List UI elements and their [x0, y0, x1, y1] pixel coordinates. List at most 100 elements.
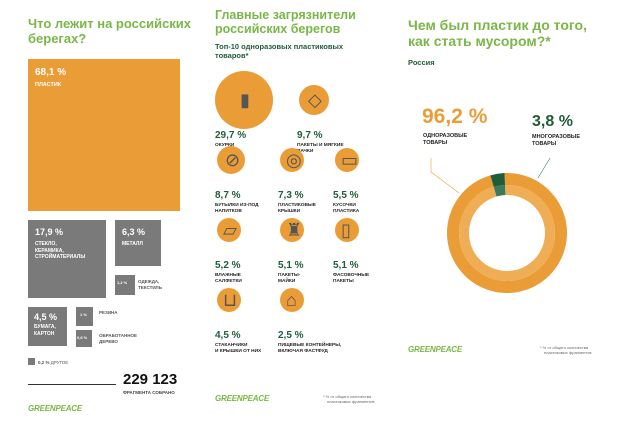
treemap-cell-other: [28, 358, 35, 365]
cell-value: 68,1 %: [35, 67, 67, 78]
item-label: ФАСОВОЧНЫЕ ПАКЕТЫ: [333, 273, 413, 286]
other-label: 0,2 % ДРУГОЕ: [38, 360, 68, 366]
textile-label: ОДЕЖДА, ТЕКСТИЛЬ: [138, 279, 162, 291]
item-circle: [280, 288, 304, 312]
label-line: ПЛАСТИКОВЫЕ: [278, 203, 316, 208]
item-circle: [280, 148, 304, 172]
donut-slice-reusable: [490, 173, 506, 187]
item-icon: ⌂: [286, 290, 297, 310]
title-line: как стать мусором?*: [408, 33, 551, 50]
footnote-line: пластиковых фрагментов: [327, 399, 375, 405]
cell-value: 6,3 %: [122, 227, 146, 237]
pollutant-item: 4,5 % СТАКАНЧИКИ И КРЫШКИ ОТ НИХ: [215, 330, 295, 356]
item-icon: ▮: [240, 90, 250, 110]
item-icon: ◇: [308, 90, 322, 110]
label-line: ВКЛЮЧАЯ ФАСТФУД: [278, 349, 328, 355]
item-circle: [335, 148, 359, 172]
greenpeace-logo: GREENPEACE: [408, 345, 463, 354]
label-line: КЕРАМИКА,: [35, 247, 64, 254]
label-line: ПИЩЕВЫЕ КОНТЕЙНЕРЫ,: [278, 343, 342, 348]
item-value: 5,2 %: [215, 260, 241, 271]
total-count: 229 123: [123, 371, 178, 388]
pollutant-item: 5,2 % ВЛАЖНЫЕ САЛФЕТКИ: [215, 260, 295, 286]
pollutant-item: 9,7 % ПАКЕТЫ И МЯГКИЕ ПАЧКИ: [297, 130, 377, 156]
item-icon: ⊘: [225, 150, 241, 170]
divider: [28, 384, 116, 385]
item-value: 29,7 %: [215, 130, 247, 141]
donut-chart: [430, 157, 567, 293]
item-icon: ▱: [223, 220, 237, 240]
middle-title: Главные загрязнители российских берегов: [215, 8, 356, 37]
item-value: 7,3 %: [278, 190, 304, 201]
cell-value: 1,2 %: [117, 280, 128, 285]
label-line: ОДЕЖДА,: [138, 279, 160, 284]
disposable-label: ОДНОРАЗОВЫЕ ТОВАРЫ: [423, 133, 467, 148]
item-value: 5,1 %: [278, 260, 304, 271]
label-line: СТЕКЛО,: [35, 240, 57, 247]
right-title: Чем был пластик до того, как стать мусор…: [408, 17, 587, 49]
item-circle: [217, 146, 245, 174]
label-line: СТАКАНЧИКИ: [215, 343, 248, 348]
pollutant-item: 5,1 % ФАСОВОЧНЫЕ ПАКЕТЫ: [333, 260, 413, 286]
item-circle: [280, 218, 304, 242]
leader-line-disposable: [430, 158, 460, 194]
pollutant-item: 5,1 % ПАКЕТЫ- МАЙКИ: [278, 260, 358, 286]
item-value: 5,5 %: [333, 190, 359, 201]
label-line: ПАКЕТЫ И МЯГКИЕ: [297, 143, 344, 148]
label-line: ОКУРКИ: [215, 143, 235, 148]
pollutant-item: 2,5 % ПИЩЕВЫЕ КОНТЕЙНЕРЫ, ВКЛЮЧАЯ ФАСТФУД: [278, 330, 358, 356]
item-label: ПАКЕТЫ- МАЙКИ: [278, 273, 358, 286]
label-line: КУСОЧКИ: [333, 203, 356, 208]
label-line: КАРТОН: [34, 330, 55, 337]
label-line: ДЕРЕВО: [99, 338, 118, 344]
label-line: СТРОЙМАТЕРИАЛЫ: [35, 254, 86, 261]
disposable-value: 96,2 %: [422, 105, 488, 128]
cell-value: 0,2 %: [38, 360, 50, 365]
treemap-cell-paper: 4,5 % БУМАГА, КАРТОН: [28, 307, 67, 346]
donut-slice-disposable: [458, 185, 555, 281]
item-label: БУТЫЛКИ ИЗ-ПОД НАПИТКОВ: [215, 203, 295, 216]
cell-label: ДРУГОЕ: [50, 360, 69, 365]
subtitle-line: товаров*: [215, 51, 249, 61]
pollutant-item: 5,5 % КУСОЧКИ ПЛАСТИКА: [333, 190, 413, 216]
cell-value: 0,6 %: [77, 335, 88, 340]
pollutant-item: 8,7 % БУТЫЛКИ ИЗ-ПОД НАПИТКОВ: [215, 190, 295, 216]
rubber-label: РЕЗИНА: [99, 310, 118, 315]
label-line: НАПИТКОВ: [215, 209, 242, 215]
region-label: Россия: [408, 58, 435, 67]
label-line: ТОВАРЫ: [423, 140, 448, 147]
label-line: САЛФЕТКИ: [215, 279, 242, 285]
cell-label: БУМАГА, КАРТОН: [34, 324, 61, 338]
subtitle-line: Топ-10 одноразовых пластиковых: [215, 42, 344, 51]
label-line: ОДНОРАЗОВЫЕ: [423, 133, 468, 139]
item-circle: [217, 288, 241, 312]
item-icon: ⊔: [223, 290, 238, 310]
label-line: КРЫШКИ: [278, 209, 301, 215]
middle-subtitle: Топ-10 одноразовых пластиковых товаров*: [215, 42, 343, 61]
reusable-value: 3,8 %: [532, 113, 573, 130]
label-line: ТОВАРЫ: [532, 141, 557, 148]
cell-label: ПЛАСТИК: [35, 82, 62, 88]
treemap-cell-rubber: 1 %: [76, 307, 93, 326]
item-icon: ▭: [341, 150, 359, 170]
treemap-cell-plastic: 68,1 % ПЛАСТИК: [28, 59, 180, 211]
footnote-line: пластиковых фрагментов: [544, 350, 592, 356]
title-line: берегах?: [28, 30, 87, 46]
item-icon: ◎: [286, 150, 302, 170]
item-circle: [217, 218, 241, 242]
wood-label: ОБРАБОТАННОЕ ДЕРЕВО: [99, 333, 137, 345]
reusable-label: МНОГОРАЗОВЫЕ ТОВАРЫ: [532, 134, 580, 149]
label-line: ФАСОВОЧНЫЕ: [333, 273, 370, 278]
item-label: ПАКЕТЫ И МЯГКИЕ ПАЧКИ: [297, 143, 377, 156]
title-line: российских берегов: [215, 22, 341, 37]
footnote-line: * % от общего количества: [540, 345, 589, 350]
treemap-cell-textile: 1,2 %: [115, 275, 135, 295]
item-label: СТАКАНЧИКИ И КРЫШКИ ОТ НИХ: [215, 343, 295, 356]
cell-value: 17,9 %: [35, 227, 64, 237]
item-value: 8,7 %: [215, 190, 241, 201]
total-label: ФРАГМЕНТА СОБРАНО: [123, 390, 175, 395]
label-line: БУМАГА,: [34, 323, 56, 330]
item-label: ОКУРКИ: [215, 143, 295, 149]
treemap-cell-metal: 6,3 % МЕТАЛЛ: [115, 220, 161, 266]
item-label: ПЛАСТИКОВЫЕ КРЫШКИ: [278, 203, 358, 216]
